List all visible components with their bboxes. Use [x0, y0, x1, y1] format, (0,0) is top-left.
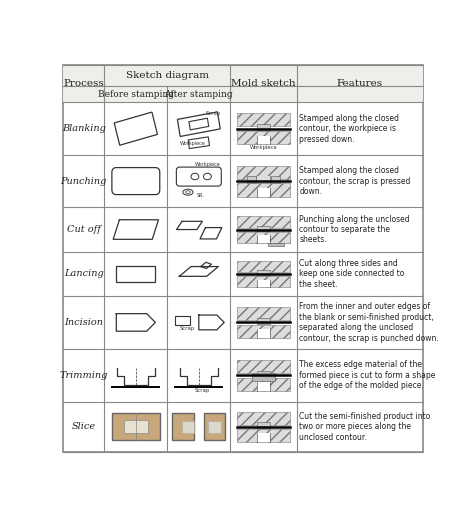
Bar	[203, 413, 225, 440]
Text: Mold sketch: Mold sketch	[231, 79, 296, 89]
Bar	[257, 226, 270, 231]
Bar	[237, 113, 290, 126]
Bar	[124, 420, 147, 434]
Bar	[257, 329, 270, 338]
Bar	[237, 429, 290, 441]
Bar	[175, 316, 190, 325]
Text: Lancing: Lancing	[64, 269, 103, 279]
Bar	[268, 243, 283, 246]
Bar	[237, 217, 290, 227]
Text: Features: Features	[337, 79, 383, 89]
Bar	[63, 66, 423, 86]
Text: After stamping: After stamping	[164, 90, 233, 99]
Bar	[257, 270, 270, 275]
Text: Punching along the unclosed
contour to separate the
sheets.: Punching along the unclosed contour to s…	[299, 215, 410, 244]
Text: The excess edge material of the
formed piece is cut to form a shape
of the edge : The excess edge material of the formed p…	[299, 360, 436, 390]
Text: Workpiece: Workpiece	[180, 141, 206, 146]
Text: Cut off: Cut off	[67, 225, 100, 234]
Text: Scrap: Scrap	[206, 111, 221, 116]
Bar	[237, 276, 290, 287]
Bar	[182, 421, 194, 433]
Text: Punching: Punching	[61, 177, 107, 185]
Bar	[237, 231, 290, 243]
Bar	[114, 112, 157, 145]
Text: Stamped along the closed
contour, the scrap is pressed
down.: Stamped along the closed contour, the sc…	[299, 166, 410, 196]
Bar	[257, 188, 270, 197]
Bar	[189, 118, 209, 130]
Bar	[257, 434, 270, 441]
Bar	[237, 131, 290, 144]
Text: Scrap: Scrap	[179, 327, 194, 331]
Bar	[257, 176, 270, 183]
Text: Scrap: Scrap	[194, 388, 209, 393]
Text: Stamped along the closed
contour, the workpiece is
pressed down.: Stamped along the closed contour, the wo…	[299, 114, 399, 143]
Bar	[237, 165, 290, 179]
Text: Workpiece: Workpiece	[250, 145, 277, 151]
Text: Incision: Incision	[64, 318, 103, 327]
Bar	[237, 378, 290, 391]
Bar	[177, 112, 220, 137]
Bar	[188, 137, 210, 148]
Bar	[247, 176, 256, 183]
Bar	[63, 86, 423, 102]
Bar	[257, 318, 270, 324]
Text: Blanking: Blanking	[62, 124, 106, 133]
Bar	[116, 266, 155, 282]
Text: Before stamping: Before stamping	[98, 90, 174, 99]
Bar	[257, 382, 270, 391]
Bar	[237, 359, 290, 373]
Bar	[257, 136, 270, 144]
Text: Workpiece: Workpiece	[195, 162, 221, 167]
Bar	[257, 371, 270, 377]
Bar	[257, 124, 270, 131]
Bar	[237, 307, 290, 320]
Text: Process: Process	[63, 79, 104, 89]
Bar	[172, 413, 194, 440]
Bar	[237, 261, 290, 272]
Bar	[209, 421, 220, 433]
Text: From the inner and outer edges of
the blank or semi-finished product,
separated : From the inner and outer edges of the bl…	[299, 302, 439, 343]
Bar	[252, 373, 275, 381]
Bar	[257, 422, 270, 429]
Bar	[257, 236, 270, 243]
Text: Slice: Slice	[72, 422, 96, 431]
Bar	[237, 183, 290, 197]
Bar	[111, 413, 160, 440]
Text: Cut along three sides and
keep one side connected to
the sheet.: Cut along three sides and keep one side …	[299, 259, 404, 289]
Text: Cut the semi-finished product into
two or more pieces along the
unclosed contour: Cut the semi-finished product into two o…	[299, 412, 430, 442]
Text: Sketch diagram: Sketch diagram	[126, 71, 209, 80]
Bar	[237, 325, 290, 338]
Bar	[271, 176, 280, 183]
Text: SR.: SR.	[197, 193, 205, 198]
Text: Trimming: Trimming	[59, 371, 108, 380]
Bar	[257, 176, 270, 183]
Bar	[237, 412, 290, 424]
Bar	[257, 280, 270, 287]
